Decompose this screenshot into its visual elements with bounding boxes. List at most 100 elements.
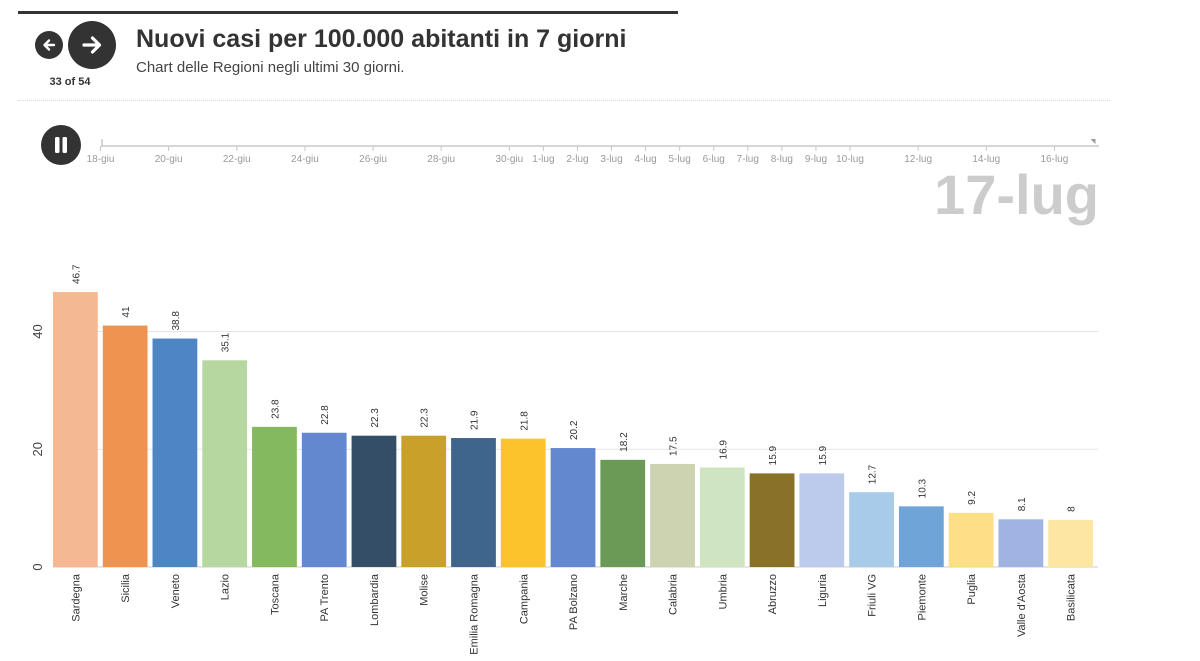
bar-value-label: 22.8	[320, 405, 331, 425]
timeline-handle[interactable]	[1090, 139, 1096, 144]
x-tick-label: Marche	[618, 574, 630, 611]
x-tick-label: Abruzzo	[767, 574, 779, 614]
bar	[998, 519, 1044, 567]
bar-value-label: 17.5	[669, 436, 680, 456]
bar	[152, 338, 198, 567]
x-tick-label: Calabria	[668, 573, 680, 615]
bar-value-label: 21.9	[469, 410, 480, 430]
bar-value-label: 18.2	[619, 432, 630, 452]
bar	[749, 473, 795, 567]
timeline-tick-label[interactable]: 2-lug	[566, 154, 588, 165]
bar	[699, 467, 745, 567]
bar-value-label: 8.1	[1017, 497, 1028, 511]
timeline-tick-label[interactable]: 5-lug	[669, 154, 691, 165]
bar	[53, 292, 98, 567]
x-tick-label: PA Bolzano	[568, 574, 580, 630]
bar	[301, 432, 347, 567]
bar	[550, 448, 596, 567]
bar-value-label: 41	[121, 306, 132, 318]
bar	[799, 473, 845, 567]
x-tick-label: Toscana	[269, 573, 281, 615]
header-divider	[18, 100, 1110, 101]
x-tick-label: Umbria	[717, 573, 729, 609]
bar	[451, 438, 496, 567]
bar	[600, 459, 646, 567]
timeline-tick-label[interactable]: 1-lug	[532, 154, 554, 165]
bar-value-label: 38.8	[171, 311, 182, 331]
x-tick-label: Piemonte	[916, 574, 928, 620]
bar-value-label: 22.3	[370, 408, 381, 428]
timeline-tick-label[interactable]: 14-lug	[972, 154, 1000, 165]
bar	[401, 435, 447, 567]
timeline-tick-label[interactable]: 28-giu	[427, 154, 455, 165]
chart-subtitle: Chart delle Regioni negli ultimi 30 gior…	[136, 59, 405, 76]
bar-value-label: 15.9	[818, 445, 829, 465]
x-tick-label: Emilia Romagna	[468, 573, 480, 655]
bar-value-label: 8	[1067, 506, 1078, 512]
x-tick-label: Lazio	[220, 574, 232, 600]
chart-title: Nuovi casi per 100.000 abitanti in 7 gio…	[136, 25, 627, 53]
x-tick-label: Campania	[518, 573, 530, 624]
timeline-tick-label[interactable]: 10-lug	[836, 154, 864, 165]
timeline-tick-label[interactable]: 8-lug	[771, 154, 793, 165]
bar-value-label: 35.1	[221, 332, 232, 352]
top-rule	[18, 11, 678, 14]
previous-button[interactable]	[35, 31, 63, 59]
x-tick-label: Basilicata	[1066, 573, 1078, 621]
bar	[252, 426, 297, 567]
bar	[650, 463, 695, 567]
x-tick-label: Liguria	[817, 573, 829, 607]
arrow-left-icon	[43, 39, 56, 51]
bar	[102, 325, 148, 567]
bar	[202, 360, 248, 567]
timeline-tick-label[interactable]: 4-lug	[634, 154, 656, 165]
bar-value-label: 46.7	[71, 264, 82, 284]
timeline-tick-label[interactable]: 24-giu	[291, 154, 319, 165]
slide-counter: 33 of 54	[49, 76, 91, 88]
next-button[interactable]	[68, 21, 116, 69]
bar	[898, 506, 944, 567]
timeline-tick-label[interactable]: 9-lug	[805, 154, 827, 165]
timeline-tick-label[interactable]: 3-lug	[600, 154, 622, 165]
x-tick-label: Sardegna	[70, 573, 82, 622]
timeline-tick-label[interactable]: 6-lug	[703, 154, 725, 165]
bar	[849, 492, 894, 567]
bar-value-label: 10.3	[917, 478, 928, 498]
bar-value-label: 20.2	[569, 420, 580, 440]
timeline-tick-label[interactable]: 30-giu	[495, 154, 523, 165]
bar-value-label: 15.9	[768, 445, 779, 465]
x-tick-label: Molise	[419, 574, 431, 606]
x-tick-label: Puglia	[966, 573, 978, 604]
timeline-tick-label[interactable]: 18-giu	[87, 154, 115, 165]
y-tick-label: 40	[30, 324, 45, 338]
x-tick-label: Valle d'Aosta	[1016, 573, 1028, 637]
timeline-tick-label[interactable]: 7-lug	[737, 154, 759, 165]
timeline-tick-label[interactable]: 26-giu	[359, 154, 387, 165]
arrow-right-icon	[82, 36, 102, 54]
y-tick-label: 0	[30, 563, 45, 570]
bar-value-label: 9.2	[967, 490, 978, 504]
x-tick-label: Friuli VG	[867, 574, 879, 617]
y-tick-label: 20	[30, 442, 45, 456]
timeline-tick-label[interactable]: 16-lug	[1041, 154, 1069, 165]
timeline-tick-label[interactable]: 20-giu	[155, 154, 183, 165]
bar	[1048, 519, 1094, 567]
x-tick-label: Lombardia	[369, 573, 381, 626]
timeline-tick-label[interactable]: 22-giu	[223, 154, 251, 165]
bar-value-label: 21.8	[519, 411, 530, 431]
bar-value-label: 22.3	[420, 408, 431, 428]
timeline-tick-label[interactable]: 12-lug	[904, 154, 932, 165]
x-tick-label: Sicilia	[120, 573, 132, 603]
bar-value-label: 12.7	[868, 464, 879, 484]
bar-value-label: 16.9	[718, 440, 729, 460]
bar-value-label: 23.8	[270, 399, 281, 419]
x-tick-label: PA Trento	[319, 574, 331, 622]
bar	[500, 438, 546, 567]
bar	[351, 435, 397, 567]
bar	[948, 512, 994, 567]
current-date-label: 17-lug	[934, 163, 1099, 226]
pause-button[interactable]	[41, 125, 81, 165]
pause-icon	[55, 137, 67, 153]
